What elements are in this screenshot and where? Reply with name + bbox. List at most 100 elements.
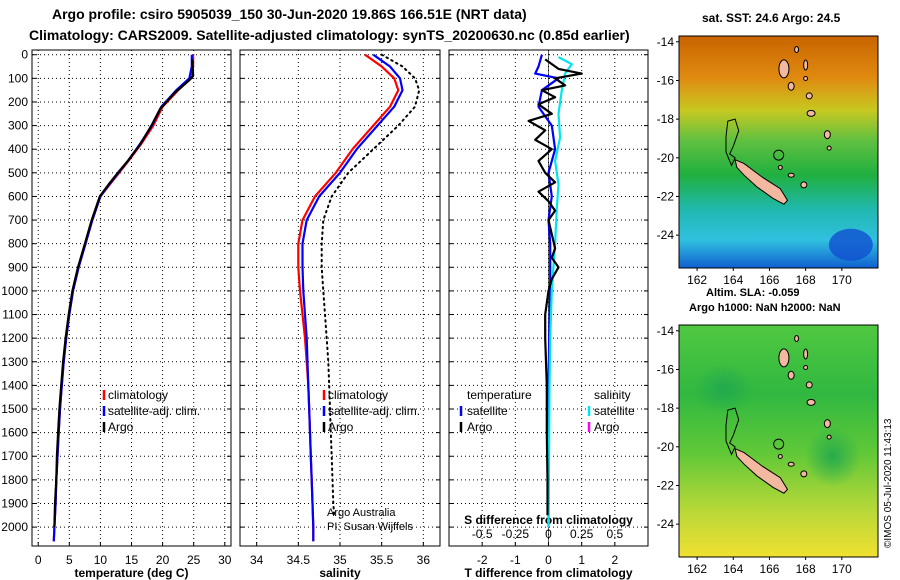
land-island [805, 92, 813, 100]
x-tick-label: 34 [250, 553, 264, 567]
lon-tick-label: 170 [832, 273, 852, 287]
legend-label: satellite [594, 404, 635, 418]
land-island [823, 419, 831, 429]
figure-title-line2: Climatology: CARS2009. Satellite-adjuste… [29, 27, 630, 43]
land-island [787, 172, 795, 178]
y-tick-label: 1600 [1, 426, 28, 440]
imos-timestamp: ©IMOS 05-Jul-2020 11:43:13 [883, 418, 894, 548]
sla-map-title-line2: Argo h1000: NaN h2000: NaN [689, 302, 841, 314]
credit-line-2: PI: Susan Wijffels [327, 521, 413, 533]
s-diff-tick-label: -0.25 [502, 527, 530, 541]
land-island [778, 59, 790, 79]
map-sla: -14 -16 -18 -20 -22 -24 162 164 166 168 170 [657, 324, 879, 576]
y-tick-label: 1300 [1, 355, 28, 369]
legend-label: Argo [594, 420, 620, 434]
x-tick-label: 10 [94, 553, 108, 567]
x-tick-label: 30 [218, 553, 232, 567]
lon-tick-label: 168 [796, 562, 816, 576]
land-island [778, 348, 790, 368]
y-tick-label: 200 [8, 95, 28, 109]
legend-label: climatology [108, 388, 168, 402]
x-tick-label: 0 [35, 553, 42, 567]
lon-tick-label: 162 [687, 562, 707, 576]
land-island [794, 46, 800, 54]
land-island [794, 335, 800, 343]
y-tick-label: 100 [8, 71, 28, 85]
sla-map-title-line1: Altim. SLA: -0.059 [706, 287, 800, 299]
y-tick-label: 900 [8, 260, 28, 274]
land-island [803, 348, 809, 360]
y-tick-label: 1100 [2, 308, 28, 322]
series-line-argo [320, 53, 421, 517]
panel-difference: -2 -1 0 1 2T difference from climatology -0.5… [448, 49, 649, 580]
land-island [800, 470, 808, 478]
legend-label: satellite [467, 404, 508, 418]
x-tick-label: 34.5 [287, 553, 311, 567]
lon-tick-label: 166 [759, 273, 779, 287]
y-tick-label: 1400 [1, 378, 28, 392]
map-anomaly-patch [694, 363, 755, 414]
reef-outline [725, 118, 740, 167]
legend-label: Argo [328, 420, 354, 434]
y-tick-label: 500 [8, 166, 28, 180]
land-island [805, 381, 813, 389]
argo-float-position [773, 149, 785, 161]
lat-tick-label: -24 [657, 517, 675, 531]
x-tick-label: 2 [611, 553, 618, 567]
credit-line-1: Argo Australia [327, 507, 396, 519]
x-tick-label: 0 [545, 553, 552, 567]
x-tick-label: 35 [333, 553, 347, 567]
lat-tick-label: -20 [657, 440, 675, 454]
x-tick-label: -2 [477, 553, 488, 567]
series-line-t-argo [527, 58, 583, 516]
x-axis-label: salinity [319, 566, 361, 580]
y-tick-label: 700 [8, 213, 28, 227]
map-frame [678, 324, 879, 558]
land-island [787, 370, 795, 380]
land-island [777, 453, 783, 459]
legend-label: Argo [467, 420, 493, 434]
y-tick-label: 800 [8, 237, 28, 251]
x-tick-label: 35.5 [370, 553, 394, 567]
figure-title-line1: Argo profile: csiro 5905039_150 30-Jun-2… [52, 6, 527, 22]
s-diff-tick-label: 0.5 [606, 527, 623, 541]
lon-tick-label: 166 [759, 562, 779, 576]
x-axis-label: temperature (deg C) [74, 566, 188, 580]
x-tick-label: 1 [578, 553, 585, 567]
legend-label: satellite-adj. clim. [328, 404, 420, 418]
y-tick-label: 1900 [1, 496, 28, 510]
lat-tick-label: -24 [657, 228, 675, 242]
s-diff-tick-label: -0.5 [472, 527, 493, 541]
lat-tick-label: -22 [657, 189, 675, 203]
land-new-caledonia [734, 447, 789, 494]
map-anomaly-patch [804, 426, 861, 487]
series-line-satellite-adj-clim- [301, 53, 404, 542]
series-line-climatology [52, 54, 195, 542]
lat-tick-label: -14 [657, 324, 675, 338]
map-sst: -14 -16 -18 -20 -22 -24 162 164 166 168 170 [657, 35, 879, 287]
land-new-caledonia [734, 158, 789, 205]
lat-tick-label: -18 [657, 112, 675, 126]
y-tick-label: 2000 [1, 520, 28, 534]
series-line-climatology [297, 53, 400, 542]
map-cold-patch [828, 228, 873, 261]
land-island [806, 109, 816, 117]
x-tick-label: 15 [125, 553, 139, 567]
y-tick-label: 1200 [1, 331, 28, 345]
sst-map-title: sat. SST: 24.6 Argo: 24.5 [702, 11, 841, 25]
land-island [803, 59, 809, 71]
series-line-argo [53, 59, 195, 528]
x-axis-label: T difference from climatology [464, 566, 632, 580]
reef-outline [725, 407, 740, 456]
y-tick-label: 1500 [1, 402, 28, 416]
x-tick-label: 20 [156, 553, 170, 567]
land-island [803, 76, 809, 82]
lon-tick-label: 162 [687, 273, 707, 287]
y-tick-label: 600 [8, 189, 28, 203]
legend-label: satellite-adj. clim. [108, 404, 200, 418]
legend-label: Argo [108, 420, 134, 434]
y-tick-label: 400 [8, 142, 28, 156]
land-island [826, 145, 832, 151]
lat-tick-label: -16 [657, 73, 675, 87]
